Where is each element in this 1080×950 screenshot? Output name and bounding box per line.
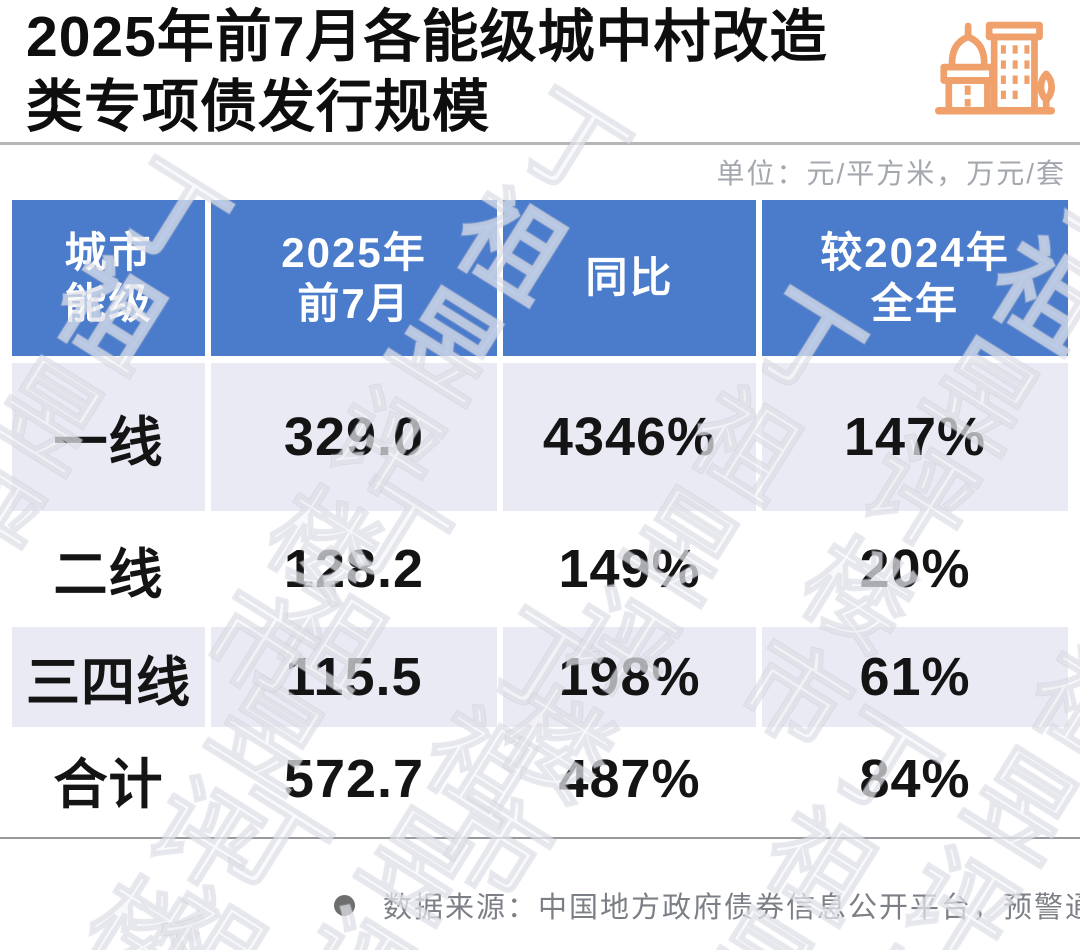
tower-window [964, 99, 971, 107]
column-header-city-tier: 城市 能级 [12, 200, 205, 356]
cell-vs-2024: 20% [859, 539, 971, 599]
cell-amount: 128.2 [283, 539, 425, 599]
tower-window [964, 85, 971, 95]
cell-yoy: 149% [558, 539, 701, 599]
page-title: 2025年前7月各能级城中村改造 类专项债发行规模 [26, 2, 828, 142]
cell-vs-2024: 147% [762, 363, 1068, 511]
table-row-tier1: 一线 329.0 4346% 147% [12, 363, 1068, 511]
page-title-line2: 类专项债发行规模 [26, 75, 490, 139]
source-text: 数据来源：中国地方政府债券信息公开平台，预警通 [383, 892, 1080, 924]
building-icon [934, 21, 1056, 115]
tree-leaf [1037, 70, 1055, 104]
table-row-total: 合计 572.7 487% 84% [12, 727, 1068, 831]
column-header-2025-jan-jul: 2025年 前7月 [211, 200, 497, 356]
bullet-icon [334, 894, 355, 916]
cell-amount: 572.7 [283, 749, 425, 809]
data-table: 城市 能级 2025年 前7月 同比 较2024年 全年 一线 329.0 43… [12, 200, 1068, 831]
cell-vs-2024: 61% [762, 627, 1068, 727]
table-header-row: 城市 能级 2025年 前7月 同比 较2024年 全年 [12, 200, 1068, 356]
column-header-yoy: 同比 [503, 200, 756, 356]
column-header-vs-2024: 较2024年 全年 [762, 200, 1068, 356]
cell-vs-2024: 84% [859, 749, 971, 809]
unit-note: 单位：元/平方米，万元/套 [716, 158, 1066, 189]
cell-yoy: 487% [558, 749, 701, 809]
title-divider [0, 142, 1080, 145]
row-label: 一线 [12, 363, 205, 511]
cell-amount: 115.5 [211, 627, 497, 727]
row-label: 二线 [53, 544, 164, 605]
cell-yoy: 4346% [503, 363, 756, 511]
source-note: 数据来源：中国地方政府债券信息公开平台，预警通 [334, 884, 1080, 926]
row-label: 三四线 [12, 627, 205, 727]
building-windows [1000, 45, 1030, 100]
cell-yoy: 198% [503, 627, 756, 727]
footer-divider [0, 837, 1080, 839]
page-title-line1: 2025年前7月各能级城中村改造 [26, 5, 828, 69]
cell-amount: 329.0 [211, 363, 497, 511]
table-row-tier3-4: 三四线 115.5 198% 61% [12, 627, 1068, 727]
dome-outline [948, 33, 988, 71]
table-row-tier2: 二线 128.2 149% 20% [12, 511, 1068, 627]
row-label: 合计 [53, 754, 164, 815]
